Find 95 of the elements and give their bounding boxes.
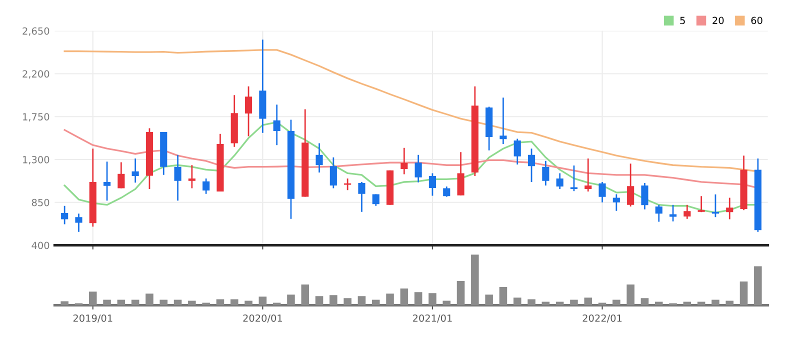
bar [740,281,748,306]
legend-label: 60 [751,16,762,24]
bar [160,300,168,306]
candlestick [612,194,620,212]
bar [456,280,465,306]
candlestick [414,154,422,184]
bar [697,302,706,306]
legend-label: 20 [712,16,724,24]
candlestick [584,158,592,192]
bar [244,300,252,306]
bar [88,292,97,306]
bar [258,296,267,306]
bar [584,298,592,306]
candlestick [273,104,280,146]
candlestick [174,154,182,202]
bar [485,294,493,306]
bar [230,299,238,306]
x-tick-label: 2021/01 [412,314,452,323]
bar [272,302,281,306]
bar [471,254,479,306]
bar [428,293,436,306]
bar [330,295,338,306]
x-tick-label: 2022/01 [582,314,622,323]
y-tick-label: 400 [32,242,50,250]
candlestick [103,160,111,202]
candlestick [330,156,337,189]
bar [301,284,310,306]
bar [683,302,692,306]
bar [315,296,324,306]
bar [386,294,394,306]
bar [372,300,380,306]
bar [174,300,182,306]
y-tick-label: 2,200 [22,70,50,79]
candlestick [500,96,507,145]
bar [754,266,762,306]
candlestick [457,151,464,196]
candlestick [428,172,436,196]
candlestick [443,186,450,198]
y-tick-label: 1,300 [23,156,50,164]
bar [442,300,451,306]
candlestick [669,204,677,222]
candlestick [556,172,564,190]
bar [612,300,620,306]
bar [216,299,224,306]
candlestick [542,160,550,186]
x-tick-label: 2019/01 [73,314,112,323]
candlestick [316,142,323,174]
bar [626,284,634,306]
bar [414,292,422,306]
candlestick [698,195,705,213]
bar [202,302,210,306]
candlestick [188,164,196,189]
candlestick [75,212,82,233]
y-tick-label: 1,750 [23,113,50,122]
bar [598,302,606,306]
bar [640,298,649,306]
candlestick [202,178,210,195]
y-tick-label: 850 [32,198,50,206]
y-tick-label: 2,650 [22,27,50,36]
candlestick [528,148,536,183]
bar [60,301,68,306]
candlestick [358,181,366,213]
bar [499,287,508,306]
candlestick [627,162,634,208]
legend-label: 5 [680,16,685,24]
bar [117,300,126,306]
candlestick [514,138,521,166]
bar [556,302,564,306]
bar [287,294,295,306]
bar [131,300,140,306]
bar [400,288,408,306]
candlestick [244,86,252,137]
bar [542,302,550,306]
candlestick [400,147,408,175]
candlestick [118,162,125,189]
candlestick [641,182,648,210]
bar [726,300,734,306]
candlestick [61,205,68,225]
bar [103,300,111,306]
candlestick [132,158,139,184]
candlestick [570,164,578,192]
bar [528,299,536,306]
bar [358,296,366,306]
candlestick [655,204,662,222]
candlestick [684,204,691,220]
bar [654,302,663,306]
bar [570,300,578,306]
bar [188,300,196,306]
candlestick [726,197,734,220]
x-tick-label: 2020/01 [243,314,282,323]
candlestick [598,181,606,204]
bar [344,298,352,306]
bar [513,298,522,306]
bar [146,294,154,306]
bar [712,300,720,306]
